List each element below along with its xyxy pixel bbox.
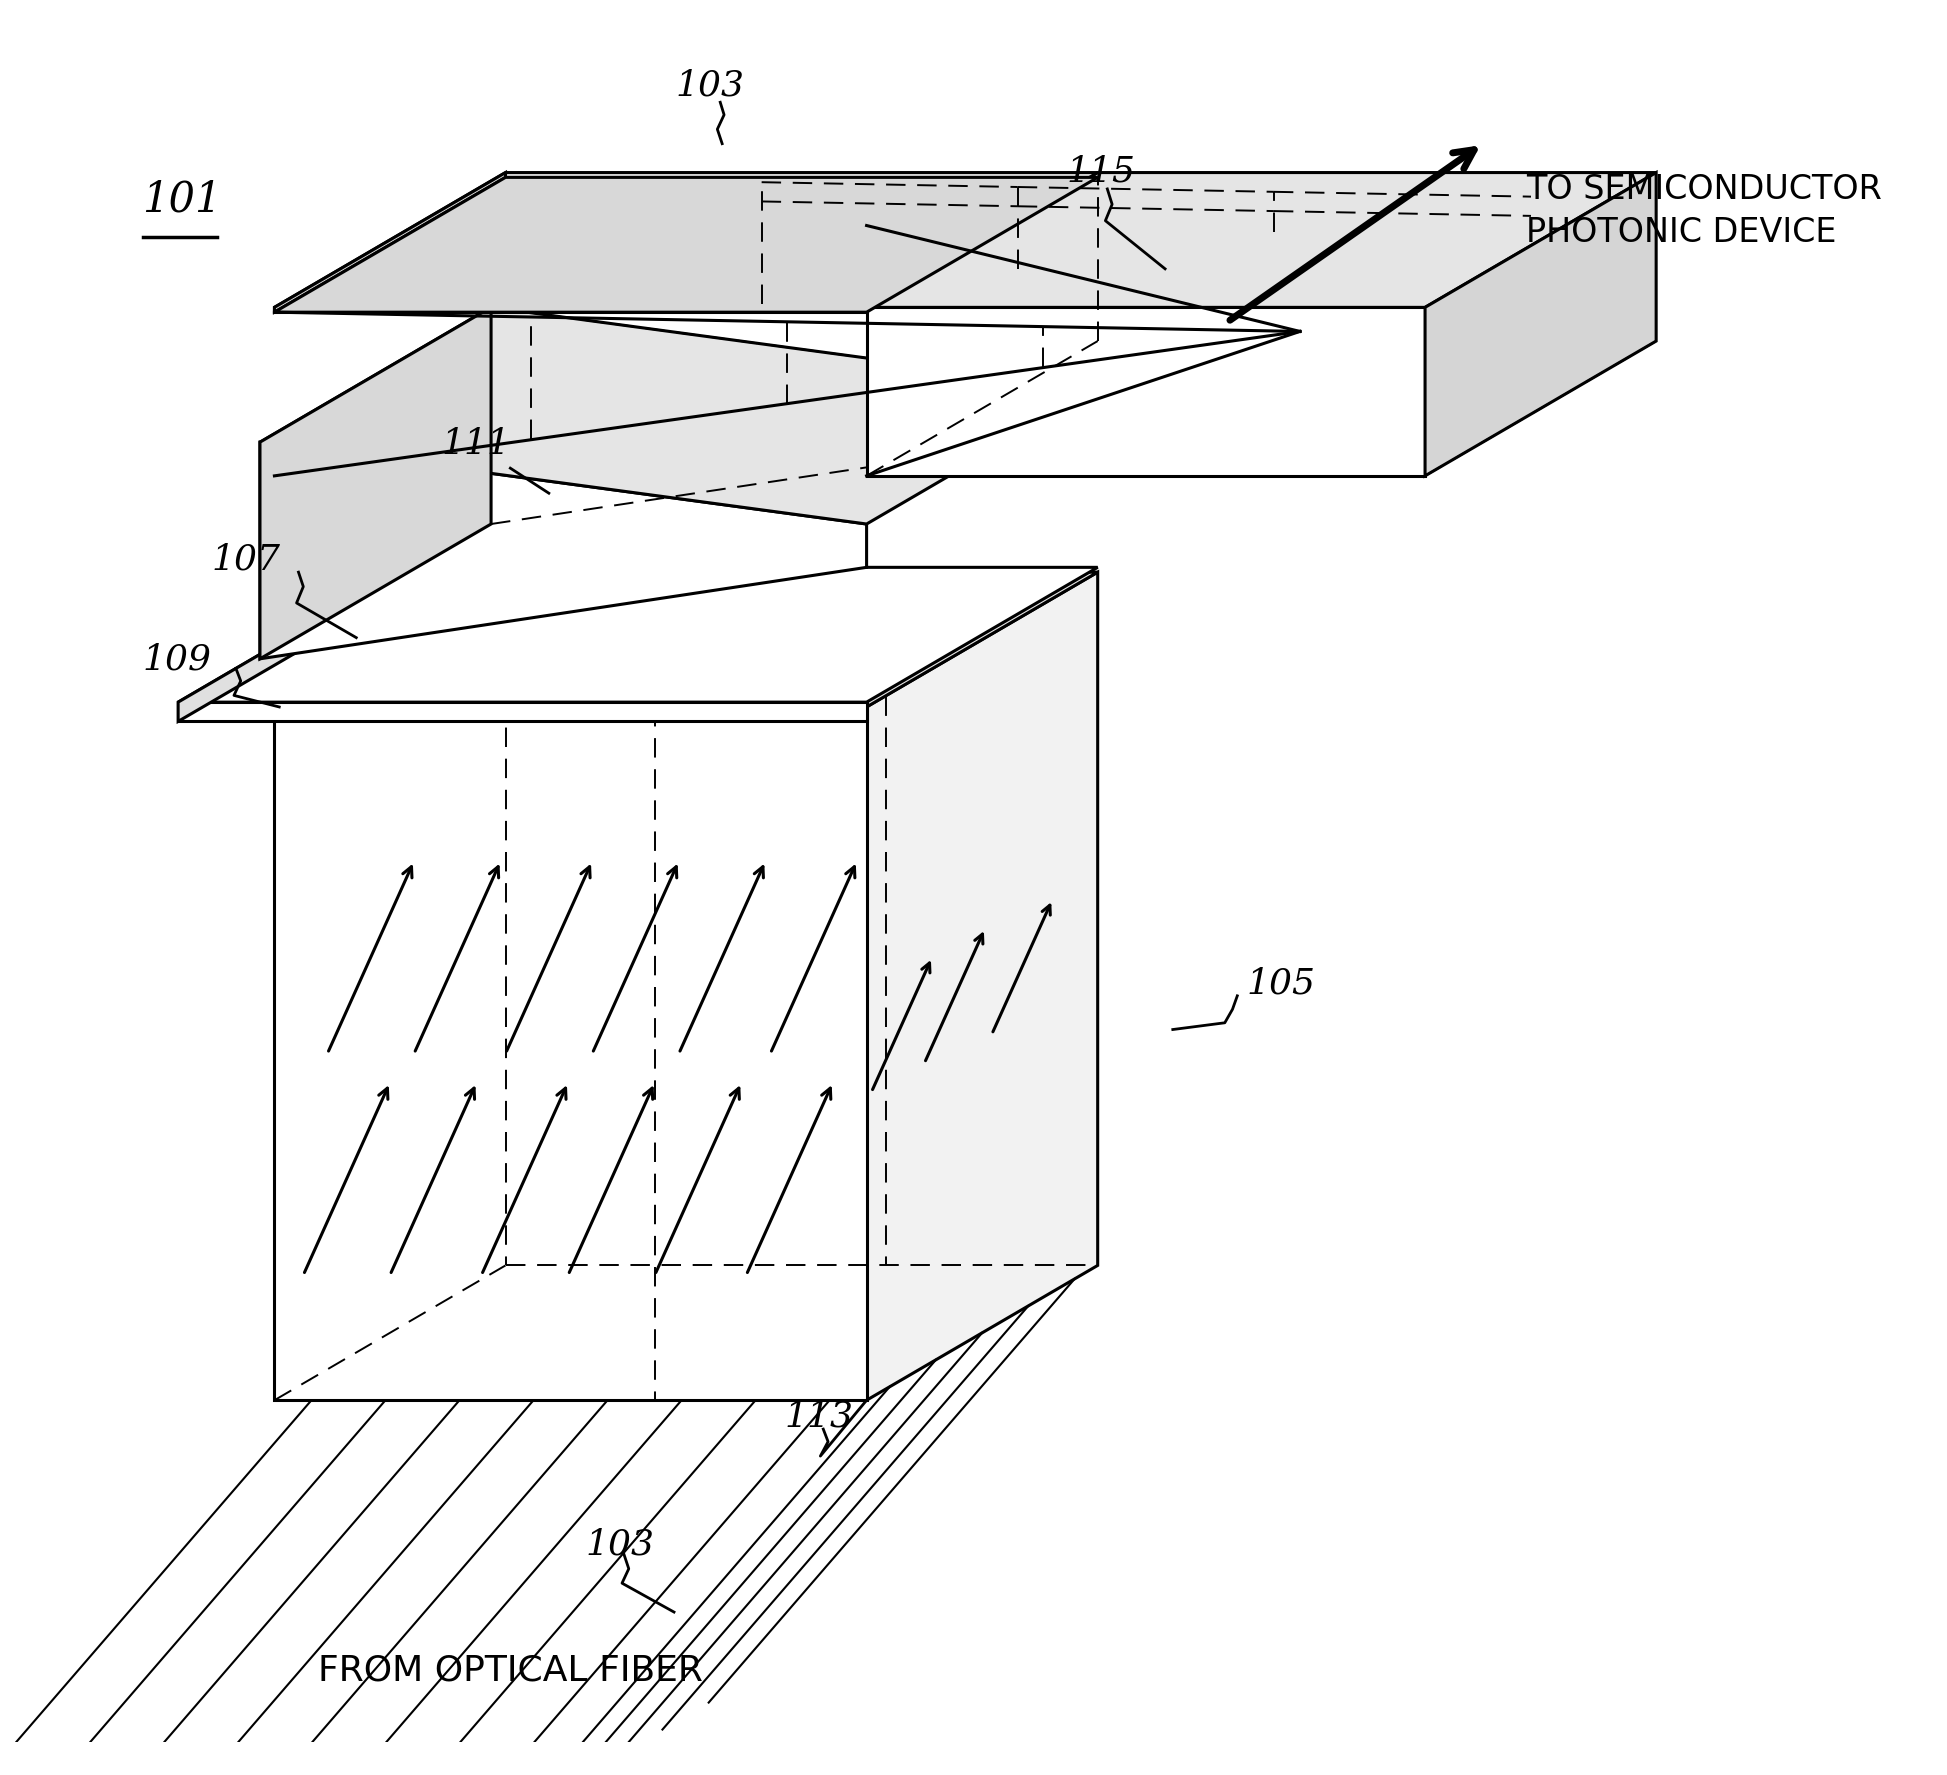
Text: 101: 101 <box>142 179 222 220</box>
Text: TO SEMICONDUCTOR
PHOTONIC DEVICE: TO SEMICONDUCTOR PHOTONIC DEVICE <box>1526 172 1883 249</box>
Text: 103: 103 <box>676 67 746 103</box>
Polygon shape <box>275 572 1098 706</box>
Text: 109: 109 <box>142 643 212 676</box>
Polygon shape <box>261 307 491 659</box>
Text: 105: 105 <box>1246 967 1316 1001</box>
Text: 111: 111 <box>442 428 510 462</box>
Text: 113: 113 <box>785 1400 853 1434</box>
Polygon shape <box>261 307 1098 524</box>
Text: 103: 103 <box>586 1528 654 1562</box>
Polygon shape <box>866 572 1098 1400</box>
Polygon shape <box>275 178 1098 312</box>
Text: 115: 115 <box>1067 154 1135 188</box>
Polygon shape <box>275 706 866 1400</box>
Text: FROM OPTICAL FIBER: FROM OPTICAL FIBER <box>317 1653 703 1688</box>
Polygon shape <box>275 172 1098 307</box>
Polygon shape <box>177 703 866 721</box>
Polygon shape <box>1425 172 1657 476</box>
Polygon shape <box>275 172 506 312</box>
Polygon shape <box>177 568 409 721</box>
Polygon shape <box>177 568 1098 703</box>
Polygon shape <box>866 172 1657 307</box>
Polygon shape <box>866 307 1425 476</box>
Polygon shape <box>261 442 866 659</box>
Polygon shape <box>275 307 866 312</box>
Text: 107: 107 <box>212 543 280 577</box>
